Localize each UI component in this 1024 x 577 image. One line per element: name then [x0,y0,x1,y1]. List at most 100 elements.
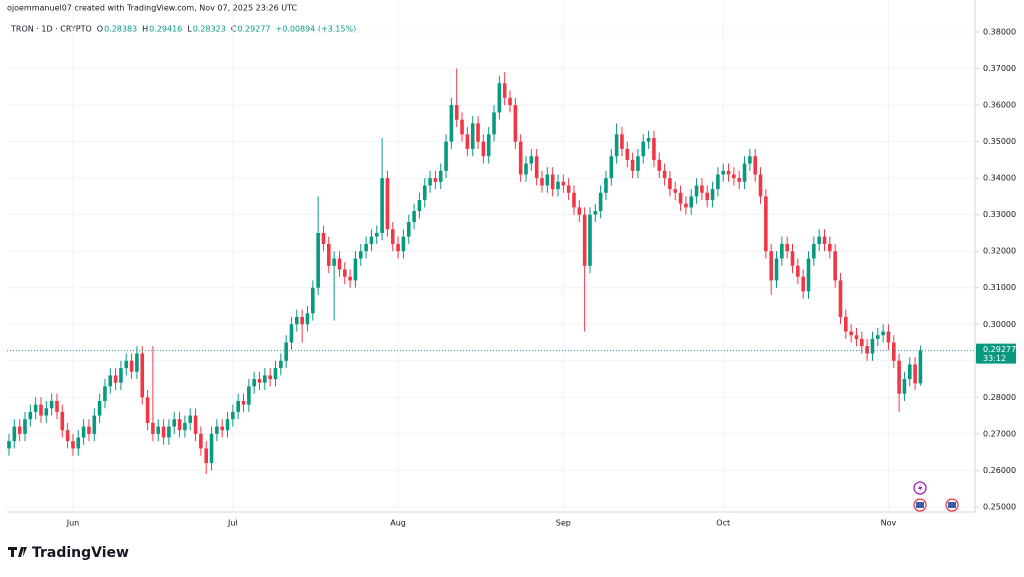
candle-body [726,170,731,175]
candle-body [518,141,523,175]
candle-body [17,426,22,434]
candle-body [401,236,406,252]
candle-body [268,375,272,380]
candle-body [742,163,747,182]
candle-body [721,170,726,175]
candle-body [428,178,432,186]
candle-body [812,243,816,259]
candle-body [300,316,304,325]
candle-body [295,316,299,325]
candle-body [412,211,416,222]
candle-body [465,134,470,149]
candle-body [193,415,198,434]
candle-body [732,174,736,179]
candle-body [183,422,187,431]
candle-body [705,192,710,201]
candle-body [897,360,901,394]
candle-body [907,364,912,380]
candle-body [875,335,880,339]
candle-body [625,148,630,160]
candle-body [422,185,427,201]
candle-body [476,123,480,142]
y-tick-label: 0.26000 [983,466,1016,475]
candle-body [572,192,576,208]
candle-body [556,181,560,190]
candle-body [902,379,907,394]
y-tick-label: 0.37000 [983,64,1016,73]
candle-body [433,178,438,182]
candle-body [492,112,496,135]
candle-body [33,404,38,412]
candle-body [598,192,603,212]
candle-body [822,236,827,244]
candle-body [225,419,230,431]
candle-body [513,105,518,142]
candle-body [817,236,821,244]
ohlc-value: 0.28383 [104,25,137,34]
candle-body [140,353,145,398]
candle-body [119,368,123,383]
candle-body [577,207,582,215]
ohlc-label: L [187,25,192,34]
plot-area: 0.250000.260000.270000.280000.290000.300… [7,0,1016,528]
candle-body [55,400,59,412]
candle-body [337,258,342,270]
candle-body [652,137,656,160]
candle-body [311,287,315,314]
candle-body [156,426,161,434]
candle-body [177,419,182,431]
candle-body [321,232,326,244]
candle-body [588,214,592,266]
candle-body [39,404,43,416]
candle-body [620,134,624,149]
candle-body [796,265,800,277]
candle-body [81,426,86,438]
candle-body [593,211,598,215]
candle-body [891,342,896,361]
y-tick-label: 0.32000 [983,247,1016,256]
candle-body [71,441,75,449]
candle-body [689,196,694,208]
candle-body [785,243,789,252]
candle-body [854,335,859,339]
candle-body [886,331,891,343]
event-icons [913,481,959,512]
y-tick-label: 0.38000 [983,28,1016,37]
y-tick-label: 0.36000 [983,101,1016,110]
credit: ojoemmanuel07 created with TradingView.c… [7,4,297,13]
candle-body [348,276,352,281]
candle-body [49,400,54,409]
candle-body [231,411,235,420]
candle-body [60,411,65,431]
candle-body [561,181,566,186]
symbol: TRON · 1D · CRYPTO [10,25,92,34]
candle-body [284,342,288,361]
event-icon [916,502,924,508]
candle-body [129,360,134,372]
candle-body [108,375,113,387]
candle-body [881,331,885,336]
candle-body [678,192,683,204]
candle-body [438,170,443,182]
candle-body [7,441,11,449]
candle-body [673,189,678,193]
candle-body [215,426,219,434]
countdown: 33:12 [983,354,1006,363]
candle-body [449,105,454,142]
candle-body [508,97,512,106]
candle-body [540,178,544,186]
candle-body [417,200,422,212]
candle-body [172,419,177,427]
candle-body [279,360,283,369]
candle-body [204,448,209,464]
candle-body [582,214,587,266]
candle-body [838,280,843,317]
candle-body [860,338,864,347]
candle-body [167,426,171,438]
event-icon [918,484,923,493]
candle-body [353,258,358,281]
candle-body [92,415,97,434]
candle-body [316,232,320,288]
